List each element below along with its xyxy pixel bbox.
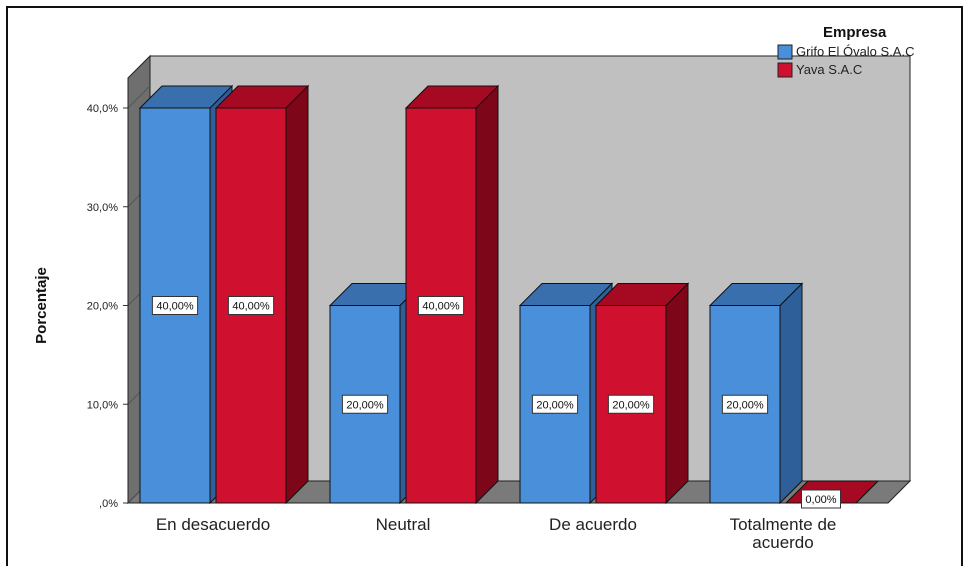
bar-side-face xyxy=(285,84,309,505)
legend-entry-label: Grifo El Óvalo S.A.C xyxy=(796,44,914,59)
bar-side-face xyxy=(779,282,803,505)
x-tick-label: acuerdo xyxy=(752,533,813,552)
bar-side-face xyxy=(475,84,499,505)
legend-swatch xyxy=(777,62,793,78)
y-tick-label: 20,0% xyxy=(87,301,118,313)
x-tick-label: Neutral xyxy=(376,515,431,534)
data-label: 40,00% xyxy=(232,301,270,313)
data-label: 20,00% xyxy=(726,399,764,411)
data-label: 40,00% xyxy=(422,301,460,313)
x-tick-label: Totalmente de xyxy=(730,515,837,534)
data-label: 20,00% xyxy=(612,399,650,411)
data-label-box xyxy=(531,394,579,414)
data-label-box xyxy=(801,489,841,509)
data-label: 20,00% xyxy=(536,399,574,411)
x-tick-label: De acuerdo xyxy=(549,515,637,534)
data-label-box xyxy=(721,394,769,414)
bar-side-face xyxy=(665,282,689,505)
y-tick-label: ,0% xyxy=(99,498,118,510)
data-label-box xyxy=(341,394,389,414)
y-tick-label: 40,0% xyxy=(87,103,118,115)
data-label-box xyxy=(151,296,199,315)
data-label-box xyxy=(417,296,465,315)
chart-frame: ,0% 10,0% 20,0% 30,0% 40,0% Porcentaje 40,00% 4… xyxy=(6,6,963,566)
y-tick-label: 30,0% xyxy=(87,202,118,214)
data-label-box xyxy=(607,394,655,414)
y-axis-title: Porcentaje xyxy=(33,267,50,344)
legend-title: Empresa xyxy=(823,24,887,41)
y-tick-label: 10,0% xyxy=(87,399,118,411)
data-label-box xyxy=(227,296,275,315)
legend-swatch xyxy=(777,44,793,60)
y-tick-mark xyxy=(127,85,151,109)
data-label: 20,00% xyxy=(346,399,384,411)
data-label: 40,00% xyxy=(156,301,194,313)
bar-chart-3d: ,0% 10,0% 20,0% 30,0% 40,0% Porcentaje 40,00% 4… xyxy=(33,24,914,552)
x-tick-label: En desacuerdo xyxy=(156,515,270,534)
legend-entry-label: Yava S.A.C xyxy=(796,62,862,77)
data-label: 0,00% xyxy=(805,494,836,506)
